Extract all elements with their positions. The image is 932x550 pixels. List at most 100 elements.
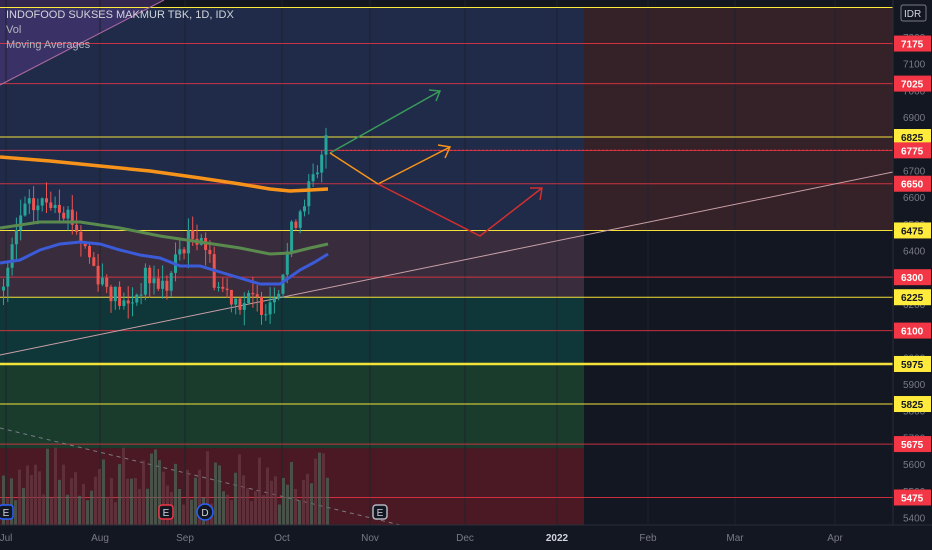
candle-body bbox=[126, 300, 130, 304]
zone-blue bbox=[0, 7, 584, 231]
volume-bar bbox=[262, 495, 265, 525]
candle-body bbox=[320, 154, 324, 173]
candle-body bbox=[148, 267, 152, 284]
candle-body bbox=[315, 172, 319, 175]
price-level-tag-bg bbox=[894, 489, 931, 506]
volume-bar bbox=[194, 477, 197, 525]
earnings-marker bbox=[0, 504, 14, 520]
price-level-tag: 6825 bbox=[901, 133, 924, 144]
price-tick-label: 5800 bbox=[903, 407, 926, 418]
ma-fast-line bbox=[0, 240, 329, 286]
candle-body bbox=[242, 303, 246, 310]
candle-body bbox=[14, 230, 18, 245]
volume-bar bbox=[158, 460, 161, 525]
volume-bar bbox=[230, 500, 233, 525]
price-level-tag-bg bbox=[894, 129, 931, 146]
volume-legend[interactable]: Vol bbox=[6, 24, 22, 36]
time-tick-label: Sep bbox=[176, 533, 194, 544]
candle-body bbox=[161, 280, 165, 289]
time-tick-label: 2022 bbox=[546, 533, 569, 544]
price-level-tag: 7025 bbox=[901, 80, 924, 91]
volume-bar bbox=[138, 489, 141, 525]
volume-bar bbox=[246, 488, 249, 525]
price-tick-label: 7100 bbox=[903, 60, 926, 71]
earnings-marker bbox=[158, 504, 174, 520]
candle-body bbox=[40, 198, 44, 206]
volume-bar bbox=[322, 453, 325, 525]
moving-averages-legend[interactable]: Moving Averages bbox=[6, 39, 91, 51]
price-level-tag-bg bbox=[894, 142, 931, 159]
time-tick-label: Jul bbox=[0, 533, 12, 544]
candle-body bbox=[66, 209, 70, 219]
volume-bar bbox=[206, 451, 209, 525]
candle-body bbox=[290, 221, 294, 252]
volume-bar bbox=[118, 464, 121, 525]
volume-bar bbox=[94, 476, 97, 525]
green-projection-arrow bbox=[329, 90, 441, 154]
candle-body bbox=[75, 224, 79, 232]
volume-bar bbox=[18, 469, 21, 525]
earnings-marker bbox=[372, 504, 388, 520]
volume-bar bbox=[62, 464, 65, 525]
candle-body bbox=[27, 198, 31, 204]
volume-bar bbox=[82, 483, 85, 525]
candle-body bbox=[272, 298, 276, 303]
symbol-title[interactable]: INDOFOOD SUKSES MAKMUR TBK, 1D, IDX bbox=[6, 9, 234, 21]
price-level-tag: 6775 bbox=[901, 146, 924, 157]
candle-body bbox=[49, 202, 53, 209]
volume-bar bbox=[54, 447, 57, 525]
volume-bar bbox=[46, 448, 49, 525]
volume-bar bbox=[318, 452, 321, 525]
price-level-tag-bg bbox=[894, 436, 931, 453]
price-level-tag: 6300 bbox=[901, 273, 924, 284]
candle-body bbox=[135, 294, 139, 303]
candle-body bbox=[96, 265, 100, 285]
ma-mid-line bbox=[0, 220, 329, 256]
candle-body bbox=[57, 204, 61, 213]
candle-body bbox=[118, 286, 122, 306]
volume-bar bbox=[90, 490, 93, 525]
volume-bar bbox=[58, 479, 61, 525]
time-axis[interactable]: Jul Aug Sep Oct Nov Dec 2022 Feb Mar Apr bbox=[0, 524, 932, 550]
volume-bar bbox=[298, 500, 301, 525]
price-level-tag-bg bbox=[894, 222, 931, 239]
volume-bar bbox=[78, 495, 81, 525]
volume-bar bbox=[98, 468, 101, 525]
candle-body bbox=[109, 286, 113, 302]
candle-body bbox=[221, 286, 225, 289]
candle-body bbox=[217, 286, 220, 288]
candle-body bbox=[182, 249, 186, 254]
volume-bar bbox=[86, 500, 89, 525]
candle-body bbox=[88, 246, 91, 258]
candle-body bbox=[45, 198, 48, 203]
volume-bar bbox=[310, 483, 313, 525]
volume-bar bbox=[294, 488, 297, 525]
time-tick-label: Dec bbox=[456, 533, 474, 544]
price-tick-label: 6400 bbox=[903, 246, 926, 257]
red-arrowhead bbox=[530, 187, 543, 201]
volume-bar bbox=[198, 469, 201, 525]
price-level-tag-bg bbox=[894, 269, 931, 286]
volume-bar bbox=[70, 478, 73, 525]
volume-bar bbox=[74, 472, 77, 525]
volume-bar bbox=[286, 484, 289, 525]
candle-body bbox=[311, 174, 315, 182]
price-level-tag: 6225 bbox=[901, 293, 924, 304]
candle-body bbox=[324, 135, 328, 155]
price-level-tag-bg bbox=[894, 175, 931, 192]
price-tick-label: 6700 bbox=[903, 166, 926, 177]
candle-body bbox=[277, 293, 281, 299]
price-axis[interactable]: 5400550056005700580059006000610062006300… bbox=[892, 0, 932, 550]
price-tick-label: 5400 bbox=[903, 514, 926, 525]
price-level-tag: 6100 bbox=[901, 327, 924, 338]
price-tick-label: 5600 bbox=[903, 460, 926, 471]
volume-bar bbox=[254, 491, 257, 525]
event-marker-label: E bbox=[163, 508, 170, 519]
price-level-tag: 6475 bbox=[901, 226, 924, 237]
event-marker-label: D bbox=[201, 508, 208, 519]
trendline-layer bbox=[0, 0, 894, 526]
volume-bar bbox=[274, 476, 277, 525]
volume-bar bbox=[2, 475, 5, 525]
